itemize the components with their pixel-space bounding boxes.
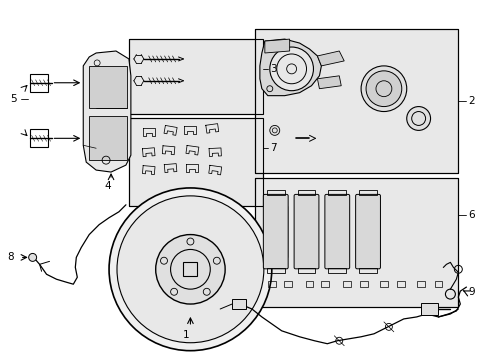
Bar (89, 66, 127, 108)
Bar (89, 116, 127, 160)
Bar (30, 129, 47, 147)
Bar (297, 190, 315, 195)
Bar (129, 118, 263, 206)
Bar (420, 303, 438, 315)
Bar (416, 281, 424, 287)
FancyBboxPatch shape (263, 194, 287, 269)
Bar (396, 281, 404, 287)
Bar (183, 262, 197, 276)
Text: 3: 3 (269, 64, 276, 74)
FancyBboxPatch shape (355, 194, 380, 269)
Polygon shape (83, 51, 131, 172)
Bar (359, 281, 367, 287)
Bar (254, 29, 457, 173)
Polygon shape (259, 39, 321, 96)
Bar (266, 268, 284, 273)
Bar (30, 74, 47, 92)
Bar (232, 299, 245, 309)
Bar (254, 178, 457, 307)
Bar (358, 190, 376, 195)
Bar (434, 281, 442, 287)
Bar (327, 268, 346, 273)
Bar (297, 268, 315, 273)
Text: 4: 4 (104, 181, 111, 191)
Text: 1: 1 (183, 330, 189, 340)
Circle shape (366, 71, 401, 107)
FancyBboxPatch shape (324, 194, 349, 269)
Circle shape (360, 66, 406, 112)
Bar (129, 39, 263, 113)
Bar (358, 268, 376, 273)
Bar (283, 281, 291, 287)
Circle shape (269, 47, 313, 91)
Circle shape (406, 107, 429, 130)
Bar (379, 281, 387, 287)
Bar (266, 190, 284, 195)
Bar (305, 281, 313, 287)
Bar (254, 178, 457, 307)
Polygon shape (317, 76, 341, 89)
Bar (343, 281, 350, 287)
Text: 8: 8 (7, 252, 14, 262)
Bar (129, 118, 263, 206)
Bar (327, 190, 346, 195)
Circle shape (155, 235, 224, 304)
Text: 9: 9 (468, 287, 474, 297)
FancyBboxPatch shape (293, 194, 318, 269)
Circle shape (109, 188, 271, 351)
Circle shape (29, 253, 37, 261)
Text: 7: 7 (269, 143, 276, 153)
Text: 5: 5 (10, 94, 17, 104)
Circle shape (117, 196, 264, 343)
Polygon shape (264, 39, 289, 53)
Circle shape (269, 125, 279, 135)
Polygon shape (317, 51, 344, 66)
Bar (254, 29, 457, 173)
Bar (267, 281, 275, 287)
Text: 2: 2 (468, 96, 474, 105)
Bar (321, 281, 328, 287)
Bar (129, 39, 263, 113)
Text: 6: 6 (468, 210, 474, 220)
